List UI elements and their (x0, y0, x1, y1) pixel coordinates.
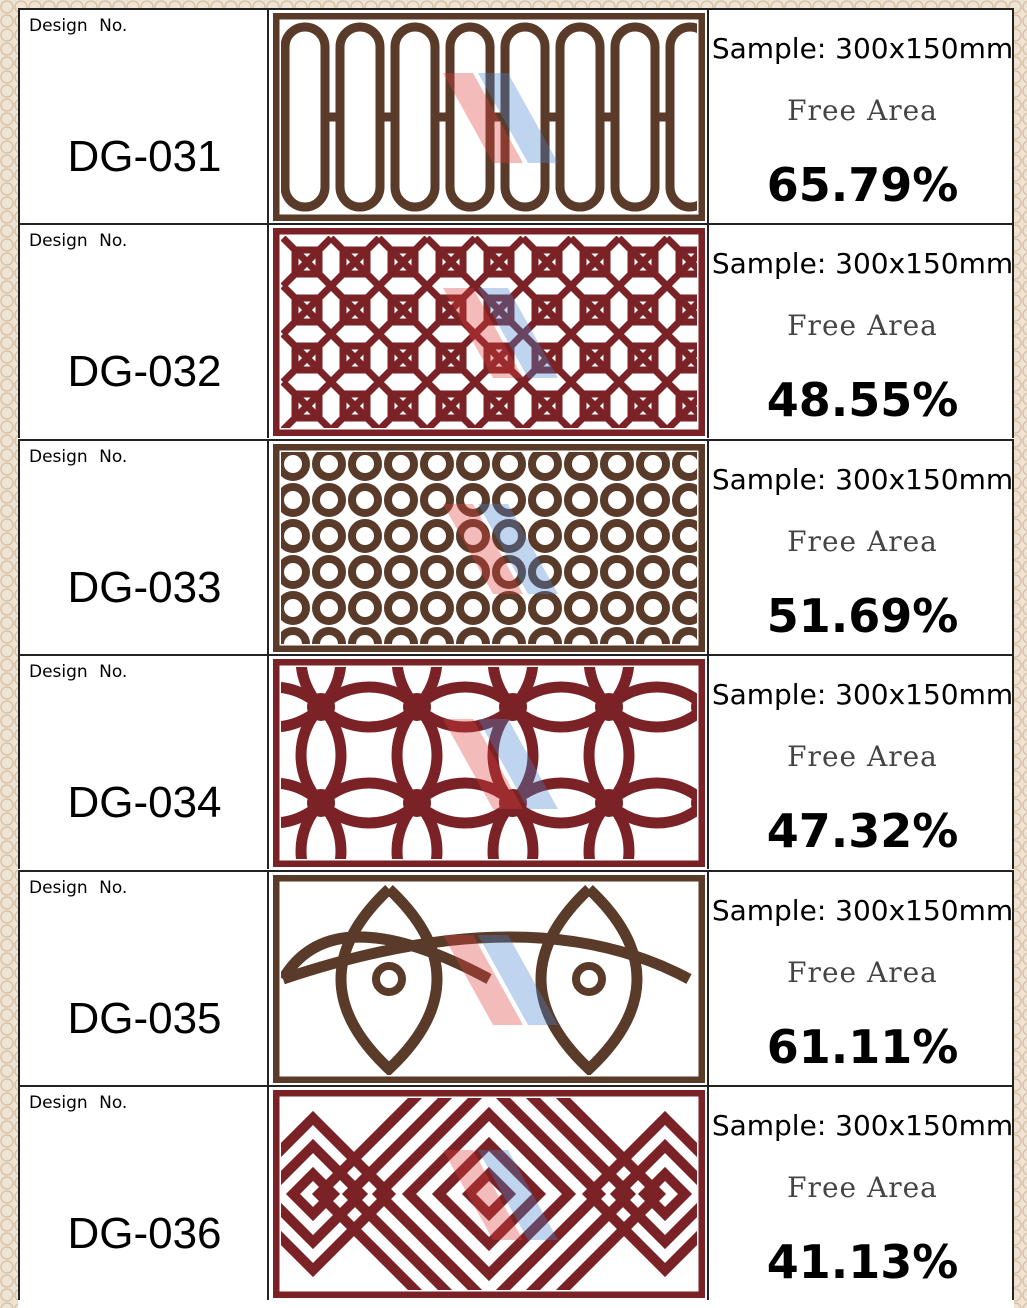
design-label: Design No. (29, 662, 128, 683)
info-cell: Sample: 300x150mm Free Area 65.79% (707, 10, 1014, 223)
free-area-label: Free Area (787, 94, 938, 127)
free-area-label: Free Area (787, 309, 938, 343)
design-label: Design No. (29, 446, 128, 467)
info-cell: Sample: 300x150mm Free Area 47.32% (707, 656, 1014, 870)
free-area-value: 61.11% (766, 1019, 959, 1074)
design-cell: Design No. DG-031 (18, 10, 267, 223)
pattern-cell (267, 225, 707, 439)
design-code: DG-034 (67, 778, 222, 828)
design-label: Design No. (29, 877, 128, 898)
pattern-image (273, 443, 705, 652)
pattern-image (273, 659, 705, 868)
design-row: Design No. DG-032 Sample: 300x150mm Free A… (18, 223, 1014, 439)
design-row: Design No. DG-033 Sample: 300x150mm Free A… (18, 438, 1014, 654)
free-area-value: 65.79% (766, 158, 959, 212)
sample-size: Sample: 300x150mm (711, 462, 1014, 496)
free-area-label: Free Area (787, 524, 938, 558)
sample-size: Sample: 300x150mm (711, 678, 1014, 712)
design-code: DG-031 (67, 132, 222, 181)
free-area-value: 47.32% (766, 804, 959, 859)
sample-size: Sample: 300x150mm (711, 247, 1014, 281)
pattern-cell (267, 1087, 707, 1300)
sample-size: Sample: 300x150mm (711, 893, 1014, 927)
free-area-label: Free Area (787, 955, 938, 989)
pattern-cell (267, 656, 707, 870)
pattern-image (273, 1090, 705, 1298)
design-row: Design No. DG-036 Sample: 300x150mm Free A… (18, 1085, 1014, 1300)
info-cell: Sample: 300x150mm Free Area 41.13% (707, 1087, 1014, 1300)
free-area-label: Free Area (787, 740, 938, 774)
pattern-cell (267, 440, 707, 654)
design-label: Design No. (29, 1093, 128, 1113)
design-cell: Design No. DG-034 (18, 656, 267, 870)
pattern-image (273, 874, 705, 1083)
design-cell: Design No. DG-035 (18, 871, 267, 1085)
info-cell: Sample: 300x150mm Free Area 51.69% (707, 440, 1014, 654)
info-cell: Sample: 300x150mm Free Area 48.55% (707, 225, 1014, 439)
pattern-image (273, 228, 705, 437)
pattern-cell (267, 871, 707, 1085)
sample-size: Sample: 300x150mm (711, 1109, 1014, 1142)
pattern-cell (267, 10, 707, 223)
design-row: Design No. DG-031 Sample: 300x150mm Free A… (18, 8, 1014, 223)
info-cell: Sample: 300x150mm Free Area 61.11% (707, 871, 1014, 1085)
free-area-value: 48.55% (766, 373, 959, 428)
design-label: Design No. (29, 16, 128, 36)
design-code: DG-033 (67, 562, 222, 612)
design-cell: Design No. DG-033 (18, 440, 267, 654)
sample-size: Sample: 300x150mm (711, 32, 1014, 65)
design-code: DG-032 (67, 347, 222, 397)
design-code: DG-035 (67, 993, 222, 1043)
design-row: Design No. DG-035 Sample: 300x150mm Free A… (18, 869, 1014, 1085)
pattern-image (273, 13, 705, 221)
design-cell: Design No. DG-036 (18, 1087, 267, 1300)
free-area-value: 41.13% (766, 1235, 959, 1289)
design-row: Design No. DG-034 Sample: 300x150mm Free A… (18, 654, 1014, 870)
free-area-label: Free Area (787, 1171, 938, 1204)
free-area-value: 51.69% (766, 588, 959, 643)
design-cell: Design No. DG-032 (18, 225, 267, 439)
design-code: DG-036 (67, 1209, 222, 1258)
catalog-table: Design No. DG-031 Sample: 300x150mm Free A… (18, 8, 1014, 1308)
design-label: Design No. (29, 231, 128, 252)
